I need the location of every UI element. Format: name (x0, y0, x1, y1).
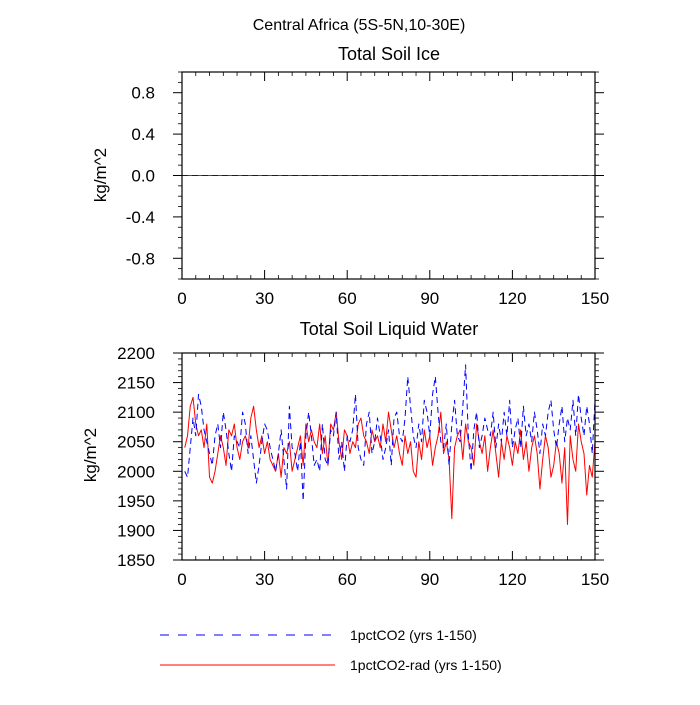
x-tick-label-soil-ice: 0 (177, 289, 186, 308)
panel-title-soil-ice: Total Soil Ice (338, 44, 440, 64)
tick-group-soil-ice: 0 30 60 90 120 150 0.8 0.4 0.0 -0.4 -0.8 (126, 71, 609, 308)
tick-group-soil-liquid-water: 0 30 60 90 120 150 2200 2150 2100 2050 2000 1950 190… (117, 344, 609, 589)
panel-soil-liquid-water: Total Soil Liquid Water kg/m^2 0 30 60 90 12… (81, 319, 609, 589)
x-tick-label-soil-liquid-water: 60 (338, 570, 357, 589)
series-line-1pctco2-soil-liquid-water (184, 364, 596, 502)
y-tick-label-soil-ice: -0.8 (126, 249, 155, 268)
y-tick-label-soil-ice: 0.8 (131, 84, 155, 103)
y-axis-label-soil-liquid-water: kg/m^2 (81, 428, 100, 482)
y-tick-label-soil-ice: 0.0 (131, 167, 155, 186)
x-tick-label-soil-liquid-water: 0 (177, 570, 186, 589)
y-tick-label-soil-liquid-water: 2200 (117, 344, 155, 363)
y-tick-label-soil-ice: -0.4 (126, 208, 155, 227)
x-tick-label-soil-liquid-water: 150 (581, 570, 609, 589)
y-tick-label-soil-liquid-water: 2050 (117, 433, 155, 452)
x-tick-label-soil-liquid-water: 30 (255, 570, 274, 589)
x-tick-label-soil-ice: 90 (420, 289, 439, 308)
legend-label-1pctco2: 1pctCO2 (yrs 1-150) (350, 627, 477, 643)
y-tick-label-soil-liquid-water: 2100 (117, 403, 155, 422)
y-tick-label-soil-liquid-water: 2000 (117, 462, 155, 481)
x-tick-label-soil-ice: 150 (581, 289, 609, 308)
y-axis-label-soil-ice: kg/m^2 (91, 148, 110, 202)
panel-soil-ice: Total Soil Ice kg/m^2 0 30 60 90 120 150 0.8 0.… (91, 44, 609, 308)
x-tick-label-soil-liquid-water: 120 (498, 570, 526, 589)
legend: 1pctCO2 (yrs 1-150) 1pctCO2-rad (yrs 1-1… (160, 627, 502, 673)
panel-title-soil-liquid-water: Total Soil Liquid Water (300, 319, 478, 339)
legend-label-1pctco2-rad: 1pctCO2-rad (yrs 1-150) (350, 657, 502, 673)
series-group-soil-liquid-water (184, 364, 596, 526)
y-tick-label-soil-liquid-water: 1950 (117, 492, 155, 511)
series-line-1pctco2-rad-soil-liquid-water (184, 396, 596, 526)
plot-frame-soil-ice (181, 71, 596, 280)
y-tick-label-soil-liquid-water: 1850 (117, 551, 155, 570)
y-tick-label-soil-ice: 0.4 (131, 125, 155, 144)
x-tick-label-soil-ice: 60 (338, 289, 357, 308)
y-tick-label-soil-liquid-water: 1900 (117, 521, 155, 540)
x-tick-label-soil-liquid-water: 90 (420, 570, 439, 589)
plot-frame-soil-liquid-water (181, 352, 596, 561)
x-tick-label-soil-ice: 30 (255, 289, 274, 308)
y-tick-label-soil-liquid-water: 2150 (117, 374, 155, 393)
x-tick-label-soil-ice: 120 (498, 289, 526, 308)
figure-suptitle: Central Africa (5S-5N,10-30E) (253, 17, 466, 34)
